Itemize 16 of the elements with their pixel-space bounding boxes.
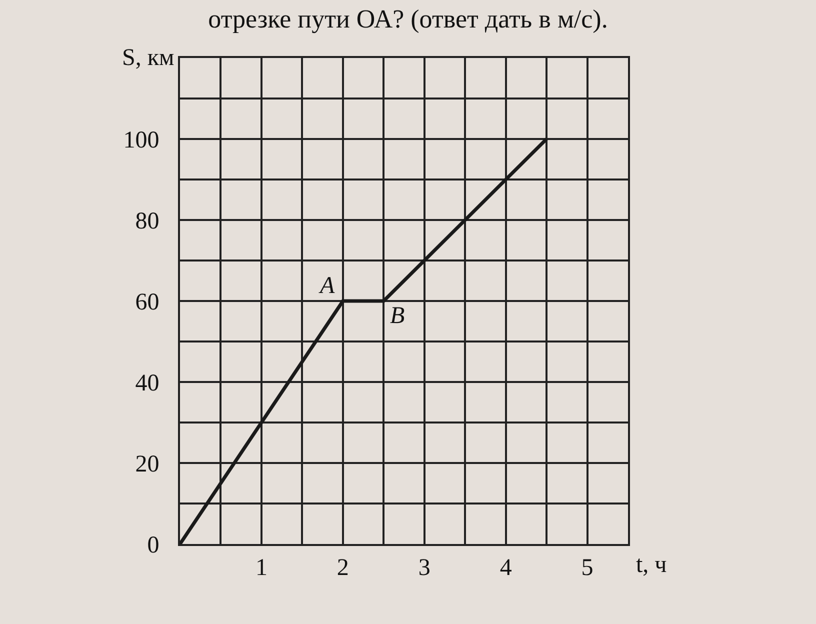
y-tick-label: 100 [123, 127, 160, 154]
chart-title: отрезке пути ОА? (ответ дать в м/с). [208, 4, 608, 34]
y-tick-label: 40 [135, 370, 160, 396]
y-tick-label: 60 [135, 289, 160, 316]
x-tick-label: 4 [500, 554, 512, 581]
x-tick-label: 3 [418, 554, 430, 581]
x-axis-title: t, ч [636, 552, 667, 578]
annotation: A [318, 273, 335, 299]
y-tick-label: 20 [135, 451, 160, 478]
annotation: B [390, 303, 405, 329]
y-tick-label: 0 [147, 532, 160, 558]
y-axis-title: S, км [122, 45, 174, 71]
x-tick-label: 1 [255, 554, 268, 581]
y-tick-label: 80 [135, 208, 160, 234]
x-tick-label: 2 [336, 554, 349, 581]
x-tick-label: 5 [581, 554, 594, 581]
